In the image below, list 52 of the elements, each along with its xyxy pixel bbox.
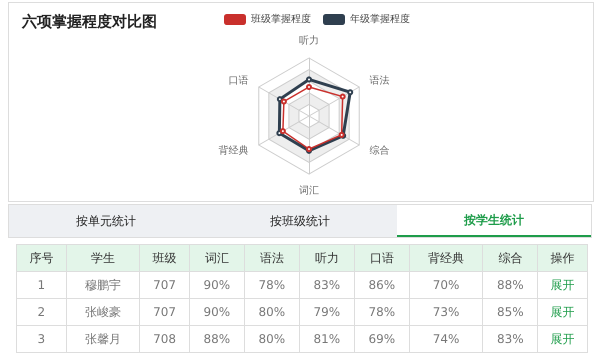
text: 展开: [550, 304, 575, 318]
text: 90%: [204, 305, 230, 319]
text: 语法: [260, 250, 284, 264]
text: 90%: [204, 278, 230, 292]
text: 86%: [368, 278, 396, 292]
text: 综合: [498, 250, 522, 264]
spoke-label: 听力: [299, 34, 319, 46]
text: 88%: [496, 278, 524, 292]
text: 按学生统计: [464, 212, 524, 228]
text: 六项掌握程度对比图: [21, 12, 157, 30]
text: 词汇: [204, 250, 229, 264]
text: 78%: [258, 278, 286, 292]
text: 1: [38, 278, 46, 292]
text: 81%: [313, 332, 340, 346]
text: 操作: [550, 250, 575, 264]
text: 707: [153, 278, 176, 292]
text: 70%: [432, 278, 460, 292]
legend-label: 班级掌握程度: [251, 13, 311, 25]
spoke-label: 背经典: [218, 144, 248, 156]
text: 79%: [313, 305, 340, 319]
text: 按班级统计: [270, 212, 330, 230]
text: 78%: [368, 305, 396, 319]
text: 听力: [314, 250, 339, 264]
text: 按单元统计: [76, 212, 136, 230]
text: 3: [38, 332, 46, 346]
legend-label: 年级掌握程度: [350, 13, 410, 25]
text: 73%: [432, 305, 460, 319]
text: 口语: [370, 250, 394, 264]
spoke-label: 口语: [228, 74, 248, 86]
text: 707: [153, 305, 176, 319]
text: 85%: [496, 305, 524, 319]
text: 展开: [550, 278, 575, 292]
text: 穆鹏宇: [84, 278, 121, 292]
spoke-label: 语法: [370, 74, 390, 86]
text: 83%: [496, 332, 524, 346]
text: 班级: [152, 250, 177, 264]
text: 708: [153, 332, 176, 346]
text: 80%: [258, 332, 286, 346]
text: 张峻豪: [84, 304, 121, 318]
text: 69%: [368, 332, 396, 346]
text: 88%: [204, 332, 230, 346]
text: 展开: [550, 332, 575, 346]
text: 74%: [432, 332, 460, 346]
text: 80%: [258, 305, 286, 319]
text: 83%: [313, 278, 340, 292]
text: 张馨月: [84, 332, 121, 346]
text: 学生: [90, 250, 115, 264]
text: 背经典: [428, 250, 464, 264]
text: 序号: [29, 250, 54, 264]
spoke-label: 综合: [370, 144, 390, 156]
spoke-label: 词汇: [299, 184, 319, 196]
text: 2: [38, 305, 46, 319]
